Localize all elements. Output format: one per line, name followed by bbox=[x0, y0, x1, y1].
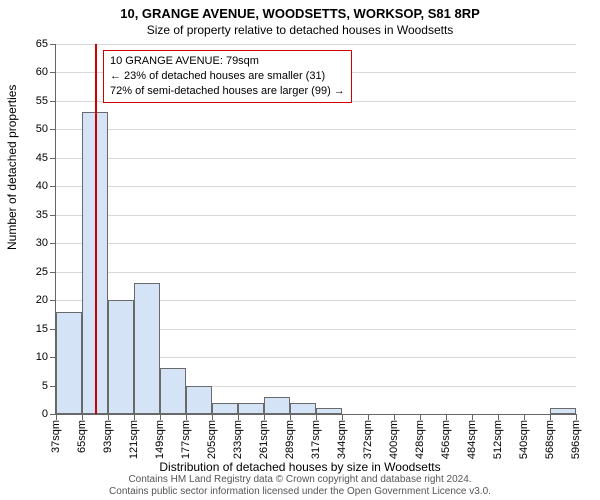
property-marker-line bbox=[95, 44, 97, 414]
y-tick-label: 10 bbox=[36, 351, 48, 363]
histogram-bar bbox=[56, 312, 82, 414]
x-axis-title: Distribution of detached houses by size … bbox=[0, 460, 600, 474]
footer-line2: Contains public sector information licen… bbox=[0, 486, 600, 498]
histogram-bar bbox=[212, 403, 238, 414]
x-tick-label: 568sqm bbox=[544, 420, 556, 459]
x-tick-label: 289sqm bbox=[284, 420, 296, 459]
histogram-bar bbox=[108, 300, 134, 414]
y-tick bbox=[50, 272, 56, 273]
y-tick-label: 40 bbox=[36, 180, 48, 192]
footer-line1: Contains HM Land Registry data © Crown c… bbox=[0, 474, 600, 486]
y-tick-label: 25 bbox=[36, 266, 48, 278]
gridline bbox=[56, 158, 576, 159]
y-tick-label: 5 bbox=[42, 380, 48, 392]
x-tick-label: 596sqm bbox=[570, 420, 582, 459]
x-tick-label: 456sqm bbox=[440, 420, 452, 459]
y-tick-label: 55 bbox=[36, 95, 48, 107]
histogram-bar bbox=[316, 408, 342, 414]
chart-footer: Contains HM Land Registry data © Crown c… bbox=[0, 474, 600, 498]
x-tick-label: 233sqm bbox=[232, 420, 244, 459]
x-tick-label: 344sqm bbox=[336, 420, 348, 459]
y-tick-label: 35 bbox=[36, 209, 48, 221]
y-tick bbox=[50, 215, 56, 216]
x-tick-label: 205sqm bbox=[206, 420, 218, 459]
y-axis-title: Number of detached properties bbox=[5, 85, 19, 250]
y-tick bbox=[50, 158, 56, 159]
gridline bbox=[56, 243, 576, 244]
y-tick-label: 30 bbox=[36, 237, 48, 249]
y-tick-label: 15 bbox=[36, 323, 48, 335]
y-tick-label: 0 bbox=[42, 408, 48, 420]
property-annotation-box: 10 GRANGE AVENUE: 79sqm ← 23% of detache… bbox=[103, 50, 352, 103]
y-tick-label: 65 bbox=[36, 38, 48, 50]
histogram-bar bbox=[160, 368, 186, 414]
chart-title: 10, GRANGE AVENUE, WOODSETTS, WORKSOP, S… bbox=[0, 0, 600, 21]
histogram-bar bbox=[238, 403, 264, 414]
annotation-property-size: 10 GRANGE AVENUE: 79sqm bbox=[110, 54, 345, 69]
x-tick-label: 177sqm bbox=[180, 420, 192, 459]
x-tick-label: 65sqm bbox=[76, 420, 88, 453]
histogram-bar bbox=[264, 397, 290, 414]
gridline bbox=[56, 215, 576, 216]
gridline bbox=[56, 272, 576, 273]
x-tick-label: 317sqm bbox=[310, 420, 322, 459]
y-tick bbox=[50, 44, 56, 45]
y-tick-label: 20 bbox=[36, 294, 48, 306]
x-tick-label: 149sqm bbox=[154, 420, 166, 459]
gridline bbox=[56, 44, 576, 45]
histogram-bar bbox=[550, 408, 576, 414]
x-tick-label: 261sqm bbox=[258, 420, 270, 459]
y-tick bbox=[50, 300, 56, 301]
histogram-bar bbox=[290, 403, 316, 414]
y-tick bbox=[50, 101, 56, 102]
gridline bbox=[56, 186, 576, 187]
x-tick-label: 400sqm bbox=[388, 420, 400, 459]
gridline bbox=[56, 129, 576, 130]
y-tick bbox=[50, 186, 56, 187]
y-tick-label: 50 bbox=[36, 123, 48, 135]
x-tick-label: 540sqm bbox=[518, 420, 530, 459]
x-tick-label: 121sqm bbox=[128, 420, 140, 459]
chart-subtitle: Size of property relative to detached ho… bbox=[0, 21, 600, 37]
x-tick-label: 372sqm bbox=[362, 420, 374, 459]
x-tick-label: 484sqm bbox=[466, 420, 478, 459]
x-tick-label: 512sqm bbox=[492, 420, 504, 459]
y-tick bbox=[50, 243, 56, 244]
y-tick bbox=[50, 129, 56, 130]
x-tick-label: 428sqm bbox=[414, 420, 426, 459]
chart-plot-area: 10 GRANGE AVENUE: 79sqm ← 23% of detache… bbox=[55, 44, 576, 415]
y-tick bbox=[50, 72, 56, 73]
y-tick-label: 45 bbox=[36, 152, 48, 164]
x-tick-label: 37sqm bbox=[50, 420, 62, 453]
annotation-larger: 72% of semi-detached houses are larger (… bbox=[110, 84, 345, 99]
y-tick-label: 60 bbox=[36, 66, 48, 78]
histogram-bar bbox=[186, 386, 212, 414]
annotation-smaller: ← 23% of detached houses are smaller (31… bbox=[110, 69, 345, 84]
x-tick-label: 93sqm bbox=[102, 420, 114, 453]
histogram-bar bbox=[134, 283, 160, 414]
